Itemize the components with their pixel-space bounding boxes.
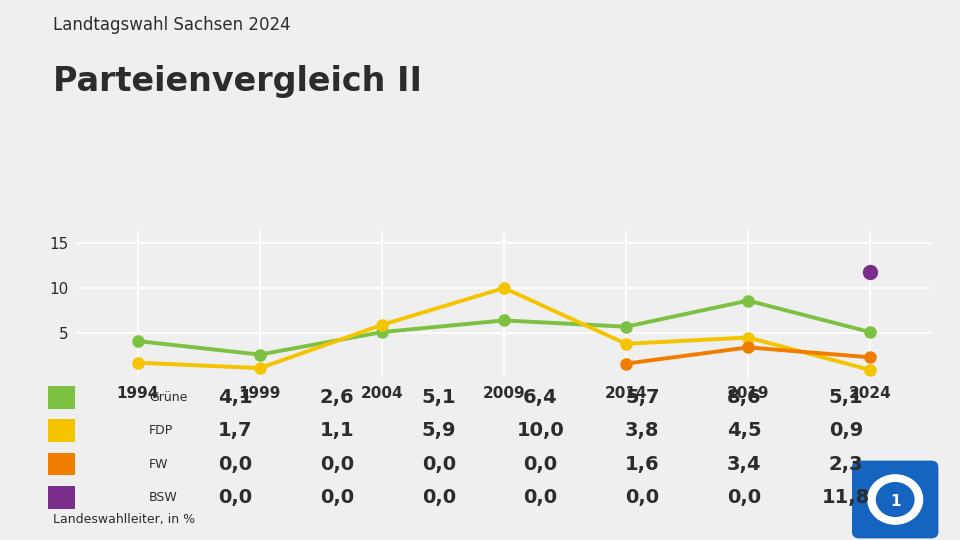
Text: 2,3: 2,3: [828, 455, 863, 474]
Text: 5,1: 5,1: [421, 388, 456, 407]
Text: 1,6: 1,6: [625, 455, 660, 474]
Text: 4,5: 4,5: [727, 421, 761, 440]
Text: 0,9: 0,9: [828, 421, 863, 440]
Text: 0,0: 0,0: [421, 488, 456, 507]
Text: FDP: FDP: [149, 424, 173, 437]
Text: FW: FW: [149, 457, 168, 471]
Text: 0,0: 0,0: [218, 455, 252, 474]
Text: 0,0: 0,0: [625, 488, 660, 507]
Text: 8,6: 8,6: [727, 388, 761, 407]
Text: 5,1: 5,1: [828, 388, 863, 407]
Text: Parteienvergleich II: Parteienvergleich II: [53, 65, 421, 98]
Text: 1,1: 1,1: [320, 421, 354, 440]
Text: 1: 1: [890, 494, 900, 509]
Text: 0,0: 0,0: [320, 488, 354, 507]
Text: 2,6: 2,6: [320, 388, 354, 407]
Text: 3,8: 3,8: [625, 421, 660, 440]
FancyBboxPatch shape: [852, 461, 938, 538]
Text: Grüne: Grüne: [149, 390, 187, 404]
Circle shape: [876, 483, 914, 516]
Text: 5,9: 5,9: [421, 421, 456, 440]
Text: Landtagswahl Sachsen 2024: Landtagswahl Sachsen 2024: [53, 16, 291, 34]
Text: 1,7: 1,7: [218, 421, 252, 440]
Text: 0,0: 0,0: [421, 455, 456, 474]
Circle shape: [868, 475, 923, 524]
Text: 5,7: 5,7: [625, 388, 660, 407]
Text: 11,8: 11,8: [822, 488, 870, 507]
Text: 6,4: 6,4: [523, 388, 558, 407]
Text: 10,0: 10,0: [516, 421, 564, 440]
Text: Landeswahlleiter, in %: Landeswahlleiter, in %: [53, 514, 195, 526]
Text: 0,0: 0,0: [727, 488, 761, 507]
Text: BSW: BSW: [149, 491, 178, 504]
Text: 3,4: 3,4: [727, 455, 761, 474]
Text: 0,0: 0,0: [218, 488, 252, 507]
Text: 0,0: 0,0: [523, 488, 558, 507]
Text: 4,1: 4,1: [218, 388, 252, 407]
Text: 0,0: 0,0: [523, 455, 558, 474]
Text: 0,0: 0,0: [320, 455, 354, 474]
